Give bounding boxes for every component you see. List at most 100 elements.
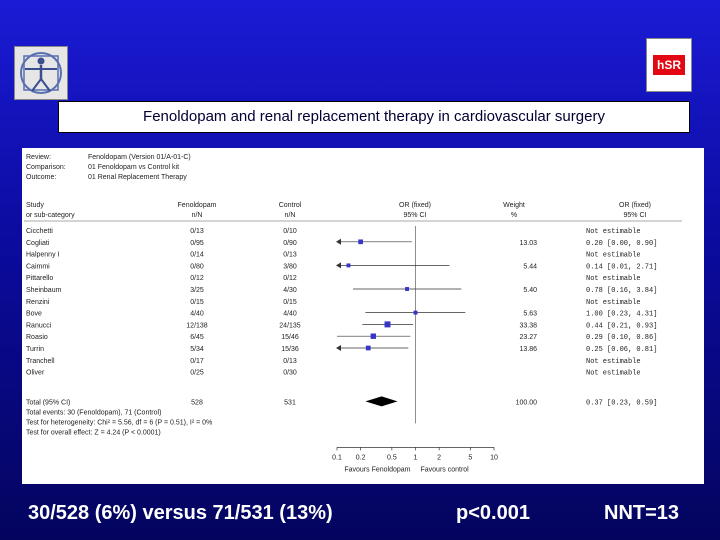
study-control-events: 0/13 [283,358,297,365]
study-ci-text: Not estimable [586,252,641,260]
study-ci-text: 0.25 [0.06, 0.81] [586,346,657,354]
study-weight: 5.63 [523,311,537,318]
total-weight: 100.00 [516,399,538,406]
hsr-logo: hSR [646,38,692,92]
study-fenoldopam-events: 5/34 [190,346,204,353]
study-fenoldopam-events: 0/80 [190,263,204,270]
col-ci-2: 95% CI [624,212,647,219]
col-or-plot-1: OR (fixed) [399,202,431,209]
x-axis-tick-label: 10 [490,454,498,461]
study-fenoldopam-events: 3/25 [190,287,204,294]
study-name: Ranucci [26,322,52,329]
study-control-events: 4/40 [283,311,297,318]
study-weight: 33.38 [519,322,537,329]
study-control-events: 15/36 [281,346,299,353]
hsr-logo-mark: hSR [653,55,685,75]
outcome-label: Outcome: [26,174,56,181]
total-ci-text: 0.37 [0.23, 0.59] [586,399,657,407]
forest-plot-panel: Review: Fenoldopam (Version 01/A-01-C) Com… [22,148,704,484]
study-fenoldopam-events: 0/13 [190,228,204,235]
col-study-1: Study [26,202,44,209]
study-or-marker [358,239,363,245]
study-weight: 13.86 [519,346,537,353]
study-ci-text: Not estimable [586,228,641,236]
study-name: Bove [26,311,42,318]
x-axis-tick-label: 2 [437,454,441,461]
x-axis-tick-label: 0.5 [387,454,397,461]
study-control-events: 24/135 [279,322,301,329]
study-control-events: 0/90 [283,240,297,247]
x-axis-tick-label: 1 [414,454,418,461]
x-axis-tick-label: 5 [468,454,472,461]
study-weight: 5.44 [523,263,537,270]
study-control-events: 0/15 [283,299,297,306]
comparison-value: 01 Fenoldopam vs Control kit [88,164,179,171]
favours-control-label: Favours control [421,466,470,473]
footer-stat-line: Total events: 30 (Fenoldopam), 71 (Contr… [26,409,161,416]
slide-title-box: Fenoldopam and renal replacement therapy… [58,101,690,133]
x-axis-tick-label: 0.2 [356,454,366,461]
study-ci-text: 0.14 [0.01, 2.71] [586,263,657,271]
study-ci-text: Not estimable [586,370,641,378]
pooled-estimate-diamond [365,396,398,407]
study-or-marker [413,310,418,315]
col-study-2: or sub-category [26,212,75,219]
study-name: Roasio [26,334,48,341]
study-name: Tranchell [26,358,55,365]
study-name: Oliver [26,370,45,377]
total-fenoldopam-n: 528 [191,399,203,406]
study-ci-text: Not estimable [586,358,641,366]
study-control-events: 0/10 [283,228,297,235]
study-control-events: 0/30 [283,370,297,377]
col-weight-2: % [511,212,517,219]
col-control-2: n/N [285,212,296,219]
study-name: Renzini [26,299,50,306]
col-control-1: Control [279,202,302,209]
study-or-marker [370,333,376,339]
study-fenoldopam-events: 0/15 [190,299,204,306]
study-fenoldopam-events: 0/25 [190,370,204,377]
study-fenoldopam-events: 0/12 [190,275,204,282]
study-fenoldopam-events: 0/17 [190,358,204,365]
study-weight: 5.40 [523,287,537,294]
study-ci-text: Not estimable [586,275,641,283]
study-name: Sheinbaum [26,287,62,294]
study-name: Caimmi [26,263,50,270]
total-name: Total (95% CI) [26,399,70,406]
study-control-events: 3/80 [283,263,297,270]
comparison-label: Comparison: [26,164,66,171]
events-comparison: 30/528 (6%) versus 71/531 (13%) [28,502,333,524]
col-ci-1: OR (fixed) [619,202,651,209]
study-ci-text: 0.78 [0.16, 3.84] [586,287,657,295]
p-value: p<0.001 [456,502,530,524]
x-axis-tick-label: 0.1 [332,454,342,461]
review-label: Review: [26,154,51,161]
study-ci-text: 0.44 [0.21, 0.93] [586,322,657,330]
col-or-plot-2: 95% CI [404,212,427,219]
total-control-n: 531 [284,399,296,406]
forest-plot: Review: Fenoldopam (Version 01/A-01-C) Com… [24,154,682,473]
study-or-marker [405,287,409,291]
outcome-value: 01 Renal Replacement Therapy [88,174,187,181]
study-ci-arrow [336,345,341,351]
study-ci-text: 0.29 [0.10, 0.86] [586,334,657,342]
footer-stat-line: Test for heterogeneity: Chi² = 5.56, df … [26,419,212,426]
slide-title: Fenoldopam and renal replacement therapy… [143,108,605,125]
favours-fenoldopam-label: Favours Fenoldopam [344,466,410,473]
study-weight: 23.27 [519,334,537,341]
study-control-events: 15/46 [281,334,299,341]
study-fenoldopam-events: 0/95 [190,240,204,247]
study-ci-arrow [336,238,341,245]
study-name: Turrin [26,346,44,353]
vitruvian-logo-icon [20,52,62,94]
study-ci-text: 0.20 [0.00, 0.90] [586,240,657,248]
footer-stat-line: Test for overall effect: Z = 4.24 (P < 0… [26,429,161,436]
study-ci-text: Not estimable [586,299,641,307]
vitruvian-logo [14,46,68,100]
study-or-marker [365,345,371,351]
study-or-marker [346,263,351,268]
study-fenoldopam-events: 6/45 [190,334,204,341]
col-fenoldopam-1: Fenoldopam [178,202,217,209]
study-fenoldopam-events: 12/138 [186,322,208,329]
study-name: Pittarello [26,275,53,282]
